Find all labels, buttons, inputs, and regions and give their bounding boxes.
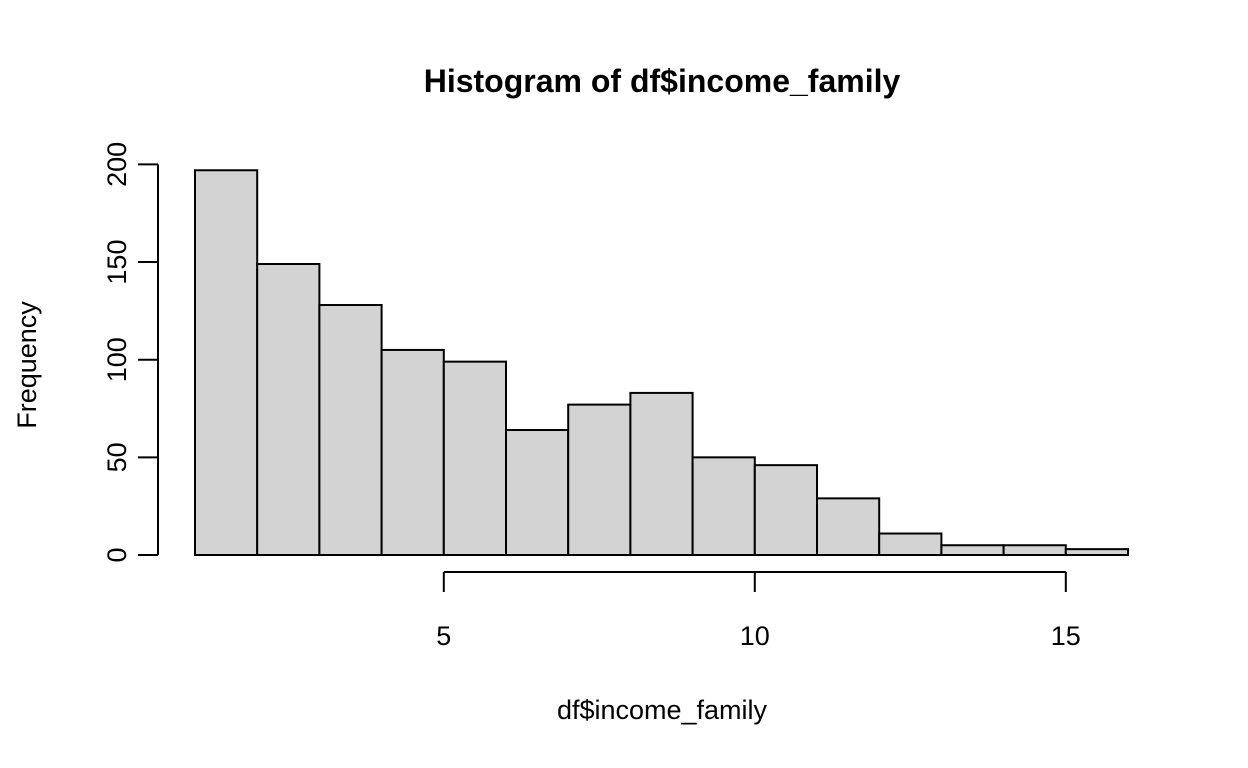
y-tick-label: 100: [102, 337, 132, 382]
x-tick-label: 10: [740, 621, 770, 651]
chart-title: Histogram of df$income_family: [424, 63, 901, 99]
x-tick-label: 5: [436, 621, 451, 651]
x-axis-label: df$income_family: [557, 695, 768, 725]
histogram-bar: [505, 429, 570, 556]
histogram-bar: [567, 403, 632, 556]
histogram-bar: [753, 464, 818, 556]
histogram-bar: [878, 532, 943, 557]
histogram-bar: [194, 169, 259, 556]
bars-group: [194, 169, 1130, 557]
histogram-bar: [691, 456, 756, 557]
y-tick-label: 0: [102, 547, 132, 562]
histogram-bar: [1064, 548, 1130, 556]
histogram-bar: [318, 304, 383, 556]
y-tick-label: 150: [102, 240, 132, 285]
histogram-bar: [442, 360, 507, 557]
histogram-bar: [1002, 544, 1067, 556]
histogram-bar: [629, 391, 694, 556]
histogram-bar: [380, 348, 445, 556]
histogram-bar: [816, 497, 881, 557]
x-tick-label: 15: [1051, 621, 1081, 651]
histogram-bar: [940, 544, 1005, 556]
y-axis: 0 50 100 150 200: [102, 142, 159, 563]
y-tick-label: 50: [102, 442, 132, 472]
histogram-bar: [256, 263, 321, 556]
y-tick-label: 200: [102, 142, 132, 187]
y-axis-label: Frequency: [12, 301, 42, 429]
x-axis: 5 10 15: [436, 571, 1081, 651]
